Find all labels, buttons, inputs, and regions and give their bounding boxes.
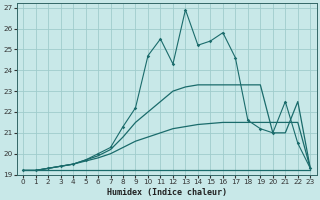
X-axis label: Humidex (Indice chaleur): Humidex (Indice chaleur) xyxy=(107,188,227,197)
